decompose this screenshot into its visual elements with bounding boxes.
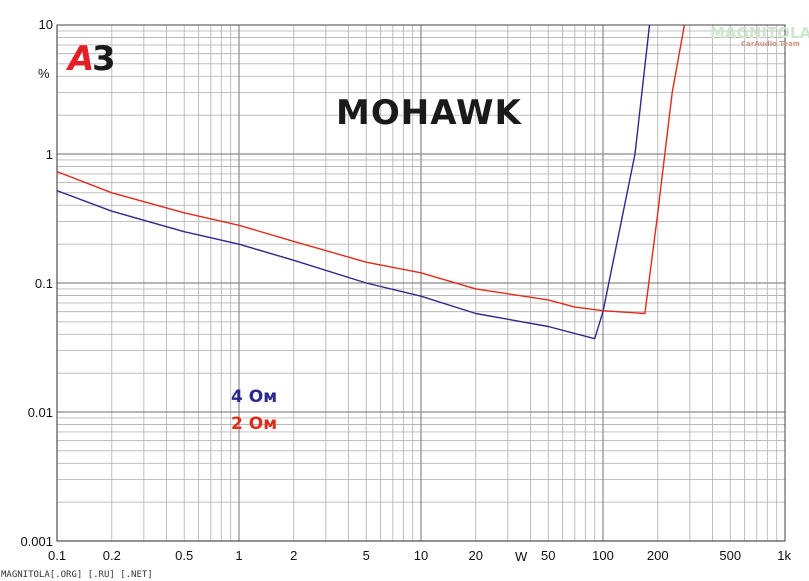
x-tick-label: 0.2	[103, 548, 121, 563]
y-tick-label: 0.001	[20, 534, 53, 549]
x-tick-label: 0.5	[175, 548, 193, 563]
series-layer	[56, 24, 686, 340]
plot-frame	[56, 24, 786, 542]
x-tick-label: 500	[719, 548, 741, 563]
series-line-0	[56, 24, 651, 340]
x-tick-label: 0.1	[48, 548, 66, 563]
x-tick-label: 10	[414, 548, 428, 563]
x-tick-label: 200	[647, 548, 669, 563]
x-tick-labels: 0.1 0.2 0.5 1 2 5 10 20 50 100 200 500 1k	[48, 548, 791, 563]
y-tick-labels: 10 1 0.1 0.01 0.001	[20, 17, 53, 549]
x-tick-label: 5	[363, 548, 370, 563]
legend-entry-2-ohm: 2 Ом	[231, 414, 277, 434]
watermark-subtext: CarAudio Team	[741, 40, 800, 48]
x-tick-label: 100	[592, 548, 614, 563]
x-axis-label: W	[515, 549, 528, 564]
y-tick-label: 0.01	[28, 405, 53, 420]
watermark-text: MAGNITOLA	[710, 24, 809, 42]
series-line-1	[56, 24, 686, 315]
a3-logo: A 3	[65, 39, 116, 79]
y-tick-label: 0.1	[35, 276, 53, 291]
x-tick-label: 1	[235, 548, 242, 563]
y-axis-label: %	[38, 66, 50, 81]
x-tick-label: 50	[541, 548, 555, 563]
y-tick-label: 1	[46, 147, 53, 162]
footer-text: MAGNITOLA[.ORG] [.RU] [.NET]	[1, 570, 153, 580]
chart-title: MOHAWK	[336, 93, 522, 133]
y-tick-label: 10	[39, 17, 53, 32]
watermark-logo: MAGNITOLA CarAudio Team	[710, 24, 809, 48]
x-tick-label: 1k	[777, 548, 791, 563]
x-tick-label: 2	[290, 548, 297, 563]
x-tick-label: 20	[469, 548, 483, 563]
logo-3-letter: 3	[92, 39, 116, 79]
logo-a-letter: A	[65, 39, 94, 79]
legend-entry-4-ohm: 4 Ом	[231, 387, 277, 407]
